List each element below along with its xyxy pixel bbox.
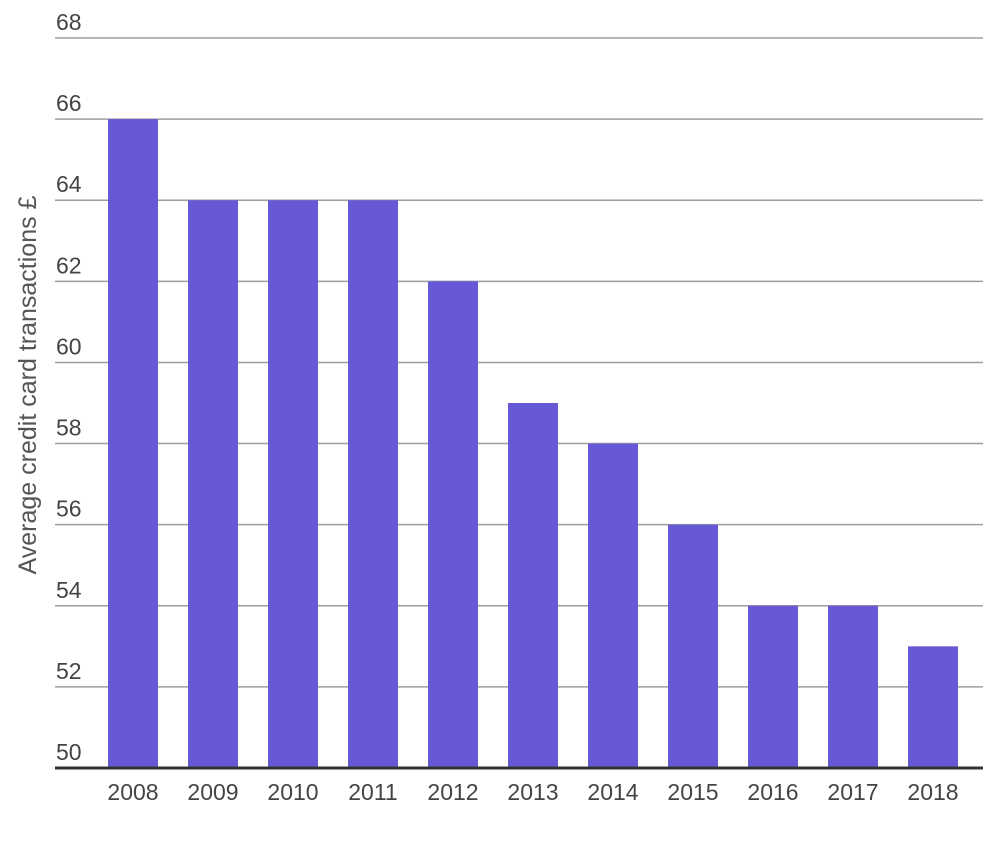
x-tick-label: 2010 bbox=[267, 779, 318, 805]
bars bbox=[108, 119, 958, 769]
bar-2016 bbox=[748, 605, 798, 768]
bar-2018 bbox=[908, 646, 958, 768]
y-tick-label: 58 bbox=[56, 415, 82, 441]
x-tick-label: 2016 bbox=[747, 779, 798, 805]
x-tick-label: 2009 bbox=[187, 779, 238, 805]
y-tick-label: 64 bbox=[56, 171, 82, 197]
x-tick-label: 2013 bbox=[507, 779, 558, 805]
bar-2008 bbox=[108, 119, 158, 769]
y-axis-title: Average credit card transactions £ bbox=[14, 195, 42, 574]
y-tick-label: 62 bbox=[56, 252, 82, 278]
y-tick-label: 56 bbox=[56, 496, 82, 522]
x-tick-label: 2018 bbox=[907, 779, 958, 805]
x-tick-label: 2012 bbox=[427, 779, 478, 805]
bar-2012 bbox=[428, 281, 478, 768]
y-tick-labels: 50 52 54 56 58 60 62 64 66 68 bbox=[56, 9, 82, 765]
x-tick-labels: 2008 2009 2010 2011 2012 2013 2014 2015 2016 2017… bbox=[107, 779, 958, 805]
x-tick-label: 2011 bbox=[348, 779, 397, 805]
bar-2017 bbox=[828, 605, 878, 768]
x-tick-label: 2017 bbox=[827, 779, 878, 805]
bar-2010 bbox=[268, 200, 318, 768]
bar-2014 bbox=[588, 443, 638, 768]
y-tick-label: 68 bbox=[56, 9, 82, 35]
y-tick-label: 50 bbox=[56, 739, 82, 765]
bar-2011 bbox=[348, 200, 398, 768]
y-tick-label: 66 bbox=[56, 90, 82, 116]
x-tick-label: 2008 bbox=[107, 779, 158, 805]
x-tick-label: 2014 bbox=[587, 779, 638, 805]
y-tick-label: 52 bbox=[56, 658, 82, 684]
x-tick-label: 2015 bbox=[667, 779, 718, 805]
y-tick-label: 54 bbox=[56, 577, 82, 603]
bar-2015 bbox=[668, 524, 718, 768]
bar-2009 bbox=[188, 200, 238, 768]
y-tick-label: 60 bbox=[56, 333, 82, 359]
bar-2013 bbox=[508, 403, 558, 768]
